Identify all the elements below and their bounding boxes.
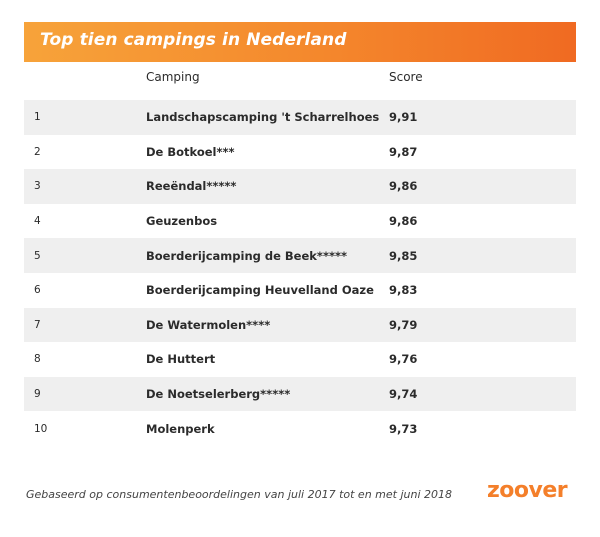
table-row: 4 Geuzenbos 9,86: [24, 204, 576, 239]
table-row: 1 Landschapscamping 't Scharrelhoes 9,91: [24, 100, 576, 135]
rank-cell: 8: [34, 353, 41, 366]
source-footnote: Gebaseerd op consumentenbeoordelingen va…: [26, 488, 453, 501]
column-header-camping: Camping: [146, 70, 200, 84]
table-row: 8 De Huttert 9,76: [24, 342, 576, 377]
zoover-logo: zoover: [487, 478, 568, 503]
score-cell: 9,86: [389, 179, 418, 194]
score-cell: 9,79: [389, 317, 418, 332]
score-cell: 9,87: [389, 144, 418, 159]
camping-name-cell: De Botkoel***: [146, 144, 235, 159]
score-cell: 9,76: [389, 352, 418, 367]
rank-cell: 3: [34, 180, 41, 193]
camping-name-cell: De Huttert: [146, 352, 216, 367]
rank-cell: 2: [34, 145, 41, 158]
ranking-table: 1 Landschapscamping 't Scharrelhoes 9,91…: [24, 100, 576, 446]
rank-cell: 5: [34, 249, 41, 262]
camping-name-cell: Boerderijcamping Heuvelland Oaze: [146, 283, 374, 298]
rank-cell: 10: [34, 422, 48, 435]
rank-cell: 9: [34, 388, 41, 401]
table-row: 3 Reeëndal***** 9,86: [24, 169, 576, 204]
camping-name-cell: Landschapscamping 't Scharrelhoes: [146, 110, 380, 125]
score-cell: 9,74: [389, 387, 418, 402]
page-title: Top tien campings in Nederland: [40, 30, 347, 50]
score-cell: 9,73: [389, 421, 418, 436]
table-row: 2 De Botkoel*** 9,87: [24, 135, 576, 170]
score-cell: 9,85: [389, 248, 418, 263]
table-row: 5 Boerderijcamping de Beek***** 9,85: [24, 238, 576, 273]
rank-cell: 1: [34, 111, 41, 124]
rank-cell: 6: [34, 284, 41, 297]
rank-cell: 7: [34, 318, 41, 331]
table-row: 9 De Noetselerberg***** 9,74: [24, 376, 576, 412]
rank-cell: 4: [34, 215, 41, 228]
score-cell: 9,91: [389, 110, 418, 125]
score-cell: 9,86: [389, 214, 418, 229]
camping-name-cell: Boerderijcamping de Beek*****: [146, 248, 347, 263]
camping-name-cell: De Noetselerberg*****: [146, 387, 291, 402]
column-header-score: Score: [389, 70, 423, 84]
camping-name-cell: Reeëndal*****: [146, 179, 237, 194]
camping-name-cell: Molenperk: [146, 421, 215, 436]
table-row: 7 De Watermolen**** 9,79: [24, 307, 576, 343]
title-banner: Top tien campings in Nederland: [24, 22, 576, 62]
table-row: 6 Boerderijcamping Heuvelland Oaze 9,83: [24, 273, 576, 308]
camping-name-cell: De Watermolen****: [146, 317, 271, 332]
camping-name-cell: Geuzenbos: [146, 214, 218, 229]
table-row: 10 Molenperk 9,73: [24, 411, 576, 446]
score-cell: 9,83: [389, 283, 418, 298]
